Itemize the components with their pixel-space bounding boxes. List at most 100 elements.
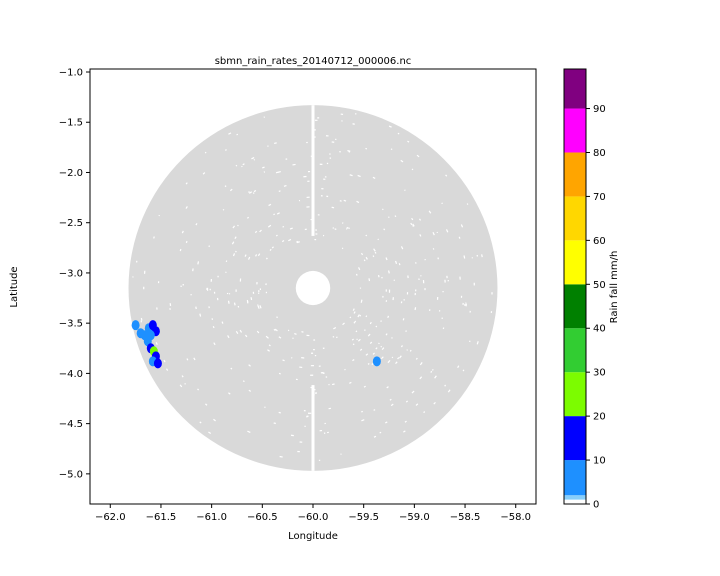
coverage-gap	[185, 240, 188, 244]
x-tick-label: −58.0	[500, 512, 531, 523]
coverage-gap	[287, 329, 290, 332]
coverage-gap	[179, 384, 183, 388]
coverage-gap	[379, 431, 382, 434]
coverage-gap	[208, 245, 211, 248]
colorbar-tick-label: 40	[593, 324, 606, 335]
coverage-gap	[459, 276, 461, 280]
coverage-gap	[377, 238, 380, 241]
coverage-gap	[372, 255, 375, 258]
coverage-gap	[359, 348, 363, 351]
coverage-gap	[296, 241, 300, 244]
coverage-gap	[334, 228, 337, 230]
coverage-gap	[360, 252, 364, 256]
coverage-gap	[288, 238, 292, 242]
coverage-gap	[388, 270, 390, 274]
y-tick-label: −1.5	[59, 118, 83, 129]
coverage-gap	[208, 306, 210, 309]
coverage-gap	[326, 162, 329, 165]
coverage-gap	[351, 338, 354, 341]
coverage-gap	[269, 248, 272, 251]
coverage-gap	[357, 174, 361, 178]
coverage-gap	[315, 233, 318, 235]
coverage-gap	[251, 157, 255, 160]
coverage-gap	[457, 365, 460, 369]
coverage-gap	[262, 166, 265, 169]
coverage-gap	[462, 302, 464, 305]
coverage-gap	[254, 230, 258, 234]
coverage-gap	[356, 338, 358, 341]
coverage-gap	[373, 435, 377, 438]
coverage-gap	[403, 430, 406, 433]
coverage-gap	[407, 275, 409, 279]
coverage-gap	[294, 332, 297, 335]
y-tick-label: −2.0	[59, 168, 83, 179]
x-axis-ticks: −62.0 −61.5 −61.0 −60.5 −60.0 −59.5 −59.0 −58.5…	[95, 504, 531, 523]
coverage-gap	[267, 145, 269, 147]
coverage-gap	[315, 229, 317, 231]
colorbar-segment	[564, 372, 586, 417]
coverage-gap	[247, 216, 250, 219]
coverage-gap	[481, 254, 483, 258]
coverage-gap	[349, 381, 352, 384]
coverage-gap	[296, 240, 299, 243]
coverage-gap	[132, 276, 134, 278]
colorbar-segment	[564, 499, 586, 504]
coverage-gap	[415, 289, 417, 292]
coverage-gap	[319, 163, 323, 165]
coverage-gap	[292, 163, 296, 166]
coverage-gap	[248, 191, 253, 194]
coverage-gap	[406, 292, 409, 295]
coverage-gap	[380, 356, 384, 360]
colorbar-tick-label: 70	[593, 192, 606, 203]
coverage-gap	[265, 257, 268, 260]
coverage-gap	[405, 330, 407, 332]
coverage-gap	[222, 208, 225, 211]
coverage-gap	[157, 281, 160, 284]
colorbar-segment	[564, 152, 586, 197]
coverage-gap	[381, 208, 384, 211]
coverage-gap	[242, 163, 245, 166]
coverage-gap	[257, 304, 259, 306]
coverage-gap	[213, 342, 216, 346]
coverage-gap	[204, 151, 207, 154]
coverage-gap	[267, 349, 270, 352]
coverage-gap	[340, 453, 342, 455]
colorbar-tick-label: 80	[593, 148, 606, 159]
coverage-gap	[245, 334, 248, 338]
coverage-gap	[342, 322, 345, 326]
coverage-gap	[437, 257, 439, 260]
coverage-gap	[228, 132, 232, 135]
coverage-gap	[227, 300, 230, 304]
y-tick-label: −4.0	[59, 369, 83, 380]
coverage-gap	[253, 159, 255, 161]
coverage-gap	[400, 246, 404, 250]
coverage-gap	[276, 212, 280, 215]
coverage-gap	[282, 225, 285, 228]
coverage-gap	[326, 195, 329, 198]
coverage-gap	[310, 374, 314, 376]
colorbar-tick-label: 50	[593, 280, 606, 291]
y-tick-label: −5.0	[59, 469, 83, 480]
coverage-gap	[185, 182, 188, 185]
coverage-gap	[313, 349, 315, 351]
coverage-gap	[303, 410, 306, 412]
colorbar-segment	[564, 328, 586, 373]
coverage-gap	[341, 120, 343, 122]
coverage-gap	[359, 287, 362, 289]
colorbar-tick-label: 60	[593, 236, 606, 247]
coverage-gap	[323, 432, 326, 434]
coverage-gap	[282, 359, 285, 362]
coverage-gap	[445, 229, 449, 233]
coverage-gap	[237, 224, 239, 227]
coverage-gap	[314, 392, 318, 394]
coverage-gap	[357, 314, 360, 318]
coverage-gap	[393, 279, 395, 281]
colorbar-segment	[564, 460, 586, 496]
coverage-gap	[476, 254, 479, 257]
coverage-gap	[311, 352, 314, 354]
coverage-gap	[318, 459, 321, 461]
coverage-gap	[322, 347, 325, 349]
coverage-gap	[285, 158, 288, 160]
coverage-gap	[348, 227, 350, 230]
coverage-gap	[412, 223, 415, 227]
